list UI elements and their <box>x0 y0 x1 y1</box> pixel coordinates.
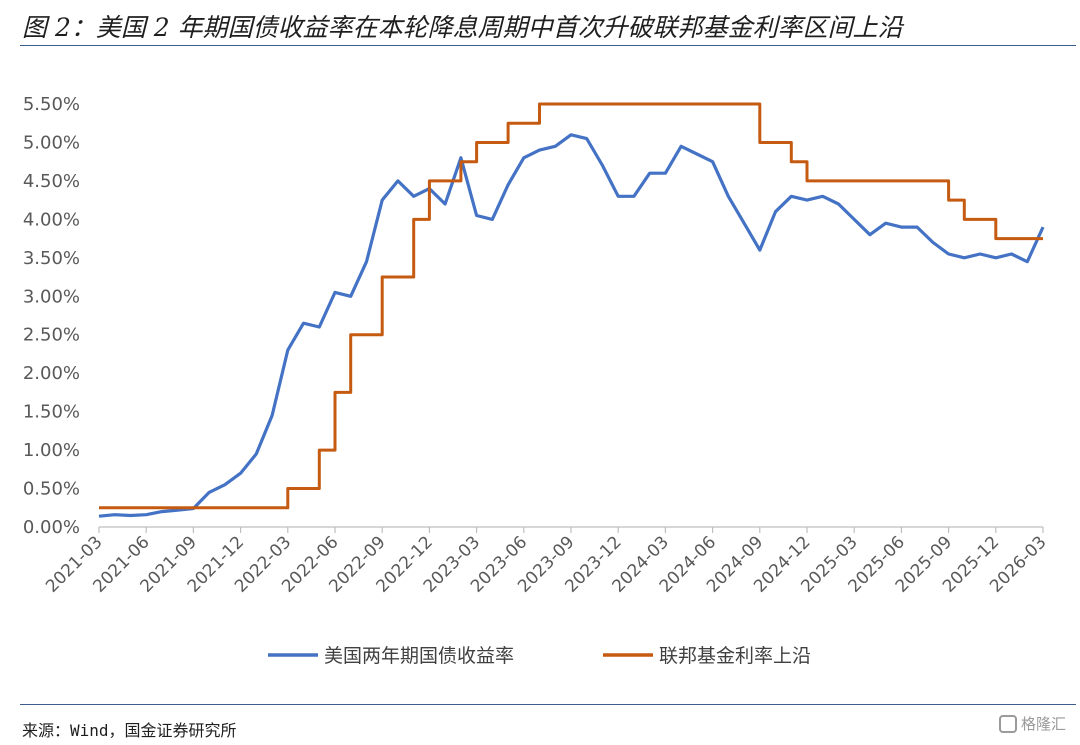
y-tick-label: 3.50% <box>23 248 80 269</box>
y-tick-label: 0.00% <box>23 517 80 538</box>
chart-legend: 美国两年期国债收益率 联邦基金利率上沿 <box>268 645 811 667</box>
y-tick-label: 2.00% <box>23 363 80 384</box>
y-tick-label: 3.00% <box>23 286 80 307</box>
legend-label-1: 美国两年期国债收益率 <box>324 645 514 667</box>
line-chart: 0.00% 0.50% 1.00% 1.50% 2.00% 2.50% 3.00% 3.50%… <box>23 94 1051 667</box>
footer-divider <box>20 704 1076 705</box>
chart-series <box>98 102 1045 518</box>
y-tick-label: 1.00% <box>23 440 80 461</box>
series-line-2 <box>99 102 1043 510</box>
watermark-logo-icon <box>998 714 1017 733</box>
y-tick-label: 2.50% <box>23 325 80 346</box>
source-note: 来源：Wind，国金证券研究所 <box>22 721 237 740</box>
y-tick-label: 5.50% <box>23 94 80 115</box>
y-tick-label: 0.50% <box>23 479 80 500</box>
watermark-text: 格隆汇 <box>1020 715 1066 733</box>
watermark: 格隆汇 <box>998 713 1066 734</box>
y-tick-label: 1.50% <box>23 402 80 423</box>
series-line-1 <box>98 133 1045 518</box>
figure-title: 图 2：美国 2 年期国债收益率在本轮降息周期中首次升破联邦基金利率区间上沿 <box>22 13 903 42</box>
y-tick-label: 4.50% <box>23 171 80 192</box>
legend-label-2: 联邦基金利率上沿 <box>659 645 811 667</box>
y-tick-label: 5.00% <box>23 132 80 153</box>
chart-axes: 0.00% 0.50% 1.00% 1.50% 2.00% 2.50% 3.00% 3.50%… <box>23 94 1051 597</box>
title-divider <box>20 45 1076 46</box>
y-tick-label: 4.00% <box>23 209 80 230</box>
